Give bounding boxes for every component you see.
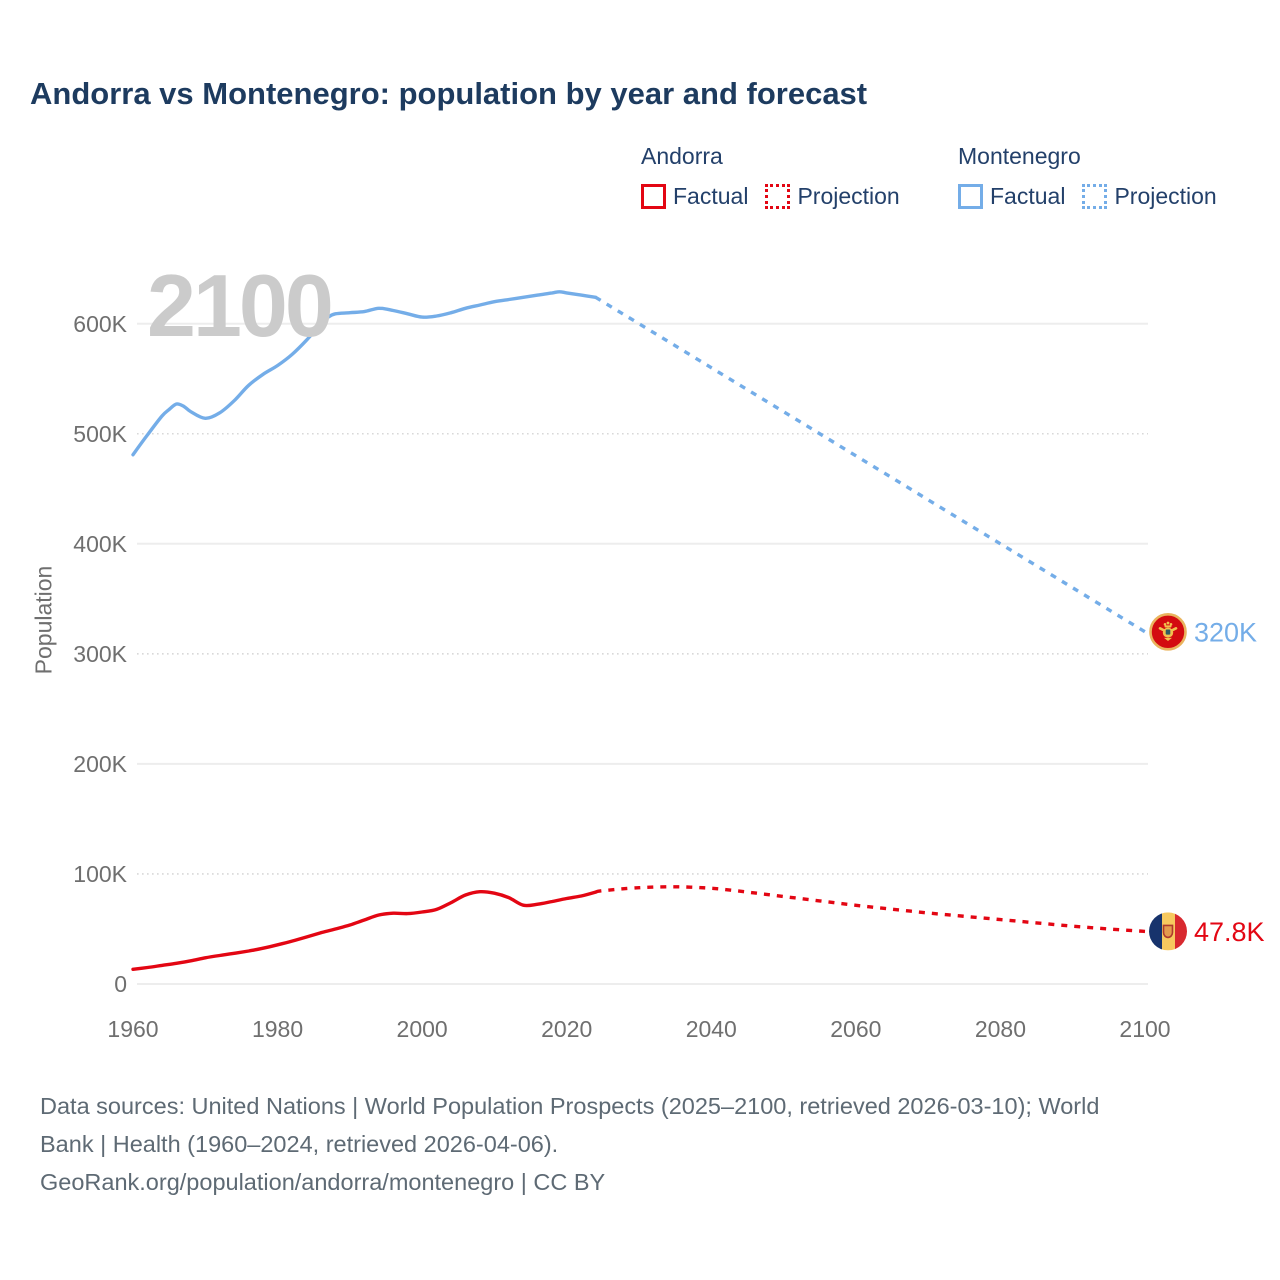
andorra-projection-swatch-icon (765, 184, 791, 209)
page-title: Andorra vs Montenegro: population by yea… (30, 76, 868, 111)
legend-item-montenegro-factual[interactable]: Factual (958, 183, 1065, 210)
year-watermark: 2100 (147, 256, 334, 355)
x-axis-tick-label: 1960 (107, 1016, 159, 1042)
y-axis-tick-label: 100K (73, 860, 127, 887)
x-axis-tick-label: 1980 (251, 1016, 304, 1042)
andorra-factual-swatch-icon (641, 184, 666, 209)
y-axis-tick-label: 500K (73, 420, 127, 447)
footer-line: GeoRank.org/population/andorra/montenegr… (40, 1169, 606, 1195)
y-axis-tick-label: 300K (73, 640, 127, 667)
legend-item-montenegro-projection[interactable]: Projection (1082, 183, 1217, 210)
legend-group-title: Montenegro (958, 143, 1081, 169)
legend-group-andorra: Andorra Factual Projection (641, 143, 900, 210)
andorra-projection-end-label: 47.8K (1194, 917, 1265, 947)
montenegro-factual-swatch-icon (958, 184, 983, 209)
legend-item-label: Factual (673, 183, 749, 209)
y-axis-tick-label: 0 (114, 971, 127, 997)
legend-item-label: Factual (990, 183, 1066, 209)
x-axis-tick-label: 2040 (685, 1016, 737, 1042)
legend-item-label: Projection (1114, 183, 1217, 209)
legend-item-andorra-projection[interactable]: Projection (765, 183, 900, 210)
montenegro-projection-line (594, 295, 1146, 634)
legend-item-andorra-factual[interactable]: Factual (641, 183, 748, 210)
andorra-flag-icon (1149, 912, 1187, 951)
y-axis-tick-label: 600K (73, 310, 127, 337)
x-axis-tick-label: 2060 (830, 1016, 882, 1042)
andorra-factual-line (131, 889, 598, 971)
legend-item-label: Projection (797, 183, 900, 209)
legend-group-montenegro: Montenegro Factual Projection (958, 143, 1217, 210)
y-axis-tick-label: 200K (73, 750, 127, 777)
montenegro-factual-line (131, 290, 598, 457)
andorra-projection-line (595, 885, 1146, 934)
x-axis-tick-label: 2080 (974, 1016, 1026, 1042)
footer-line: Bank | Health (1960–2024, retrieved 2026… (40, 1131, 559, 1157)
x-axis-tick-label: 2000 (396, 1016, 448, 1042)
x-axis-tick-label: 2100 (1119, 1016, 1171, 1042)
footer-line: Data sources: United Nations | World Pop… (40, 1093, 1100, 1119)
data-sources-note: Data sources: United Nations | World Pop… (40, 1087, 1099, 1201)
montenegro-projection-end-label: 320K (1194, 617, 1257, 647)
montenegro-flag-icon (1149, 613, 1187, 651)
y-axis-tick-label: 400K (73, 530, 127, 557)
montenegro-projection-swatch-icon (1082, 184, 1108, 209)
x-axis-tick-label: 2020 (541, 1016, 593, 1042)
legend-group-title: Andorra (641, 143, 723, 169)
